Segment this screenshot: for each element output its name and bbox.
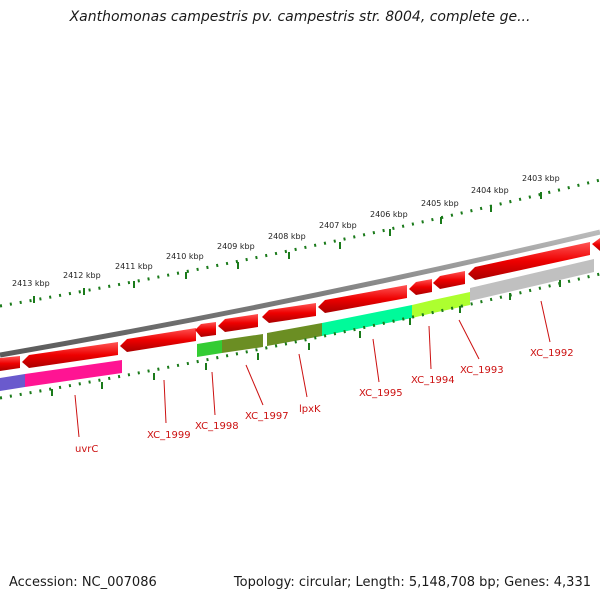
leader-line xyxy=(428,325,432,370)
scale-label: 2410 kbp xyxy=(166,252,204,261)
gene-block xyxy=(197,340,222,357)
gene-label-xc-1997: XC_1997 xyxy=(245,411,289,422)
gene-block xyxy=(412,300,433,318)
scale-label: 2403 kbp xyxy=(522,174,560,183)
gene-block xyxy=(470,259,594,301)
scale-ticks xyxy=(33,192,542,303)
gene-label-uvrc: uvrC xyxy=(75,444,98,455)
backbone-arc xyxy=(0,229,600,358)
inner-scale-ticks xyxy=(51,280,561,396)
scale-label: 2413 kbp xyxy=(12,279,50,288)
leader-line xyxy=(298,353,308,398)
leader-line xyxy=(245,364,264,406)
leader-line xyxy=(74,394,80,438)
gene-label-xc-1994: XC_1994 xyxy=(411,375,455,386)
gene-label-xc-1995: XC_1995 xyxy=(359,388,403,399)
gene-arrow xyxy=(22,342,118,368)
gene-block xyxy=(25,360,122,387)
gene-label-xc-1992: XC_1992 xyxy=(530,348,574,359)
gene-block xyxy=(433,292,470,313)
gene-label-xc-1999: XC_1999 xyxy=(147,430,191,441)
gene-arrow xyxy=(195,322,216,337)
map-title: Xanthomonas campestris pv. campestris st… xyxy=(69,9,531,25)
gene-label-xc-1998: XC_1998 xyxy=(195,421,239,432)
leader-line xyxy=(458,319,480,360)
scale-label: 2406 kbp xyxy=(370,210,408,219)
scale-label: 2409 kbp xyxy=(217,242,255,251)
gene-arrow xyxy=(318,285,407,313)
accession-text: Accession: NC_007086 xyxy=(9,575,157,590)
gene-block xyxy=(0,374,25,391)
gene-block xyxy=(322,305,412,336)
scale-label: 2404 kbp xyxy=(471,186,509,195)
gene-arrow xyxy=(592,238,600,251)
leader-line xyxy=(540,300,551,343)
gene-labels: uvrC XC_1999 XC_1998 XC_1997 lpxK XC_199… xyxy=(75,348,574,455)
leader-lines xyxy=(74,300,551,438)
leader-line xyxy=(372,338,380,383)
gene-arrow xyxy=(433,271,465,289)
gene-arrow xyxy=(0,356,20,371)
gene-label-lpxk: lpxK xyxy=(299,404,321,415)
scale-label: 2412 kbp xyxy=(63,271,101,280)
scale-label: 2408 kbp xyxy=(268,232,306,241)
scale-label: 2405 kbp xyxy=(421,199,459,208)
scale-label: 2411 kbp xyxy=(115,262,153,271)
gene-arrow xyxy=(468,242,590,280)
gene-arrow xyxy=(409,279,432,295)
reverse-strand-genes xyxy=(0,259,594,391)
gene-arrow xyxy=(262,303,316,323)
topology-text: Topology: circular; Length: 5,148,708 bp… xyxy=(233,575,591,590)
inner-scale-track xyxy=(0,272,600,400)
leader-line xyxy=(211,371,216,416)
gene-block xyxy=(222,334,263,353)
gene-block xyxy=(267,323,322,346)
gene-arrow xyxy=(120,328,196,352)
scale-track: 2413 kbp 2412 kbp 2411 kbp 2410 kbp 2409… xyxy=(0,174,600,308)
gene-label-xc-1993: XC_1993 xyxy=(460,365,504,376)
forward-strand-genes xyxy=(0,238,600,371)
scale-label: 2407 kbp xyxy=(319,221,357,230)
gene-arrow xyxy=(218,314,258,332)
leader-line xyxy=(163,379,167,424)
